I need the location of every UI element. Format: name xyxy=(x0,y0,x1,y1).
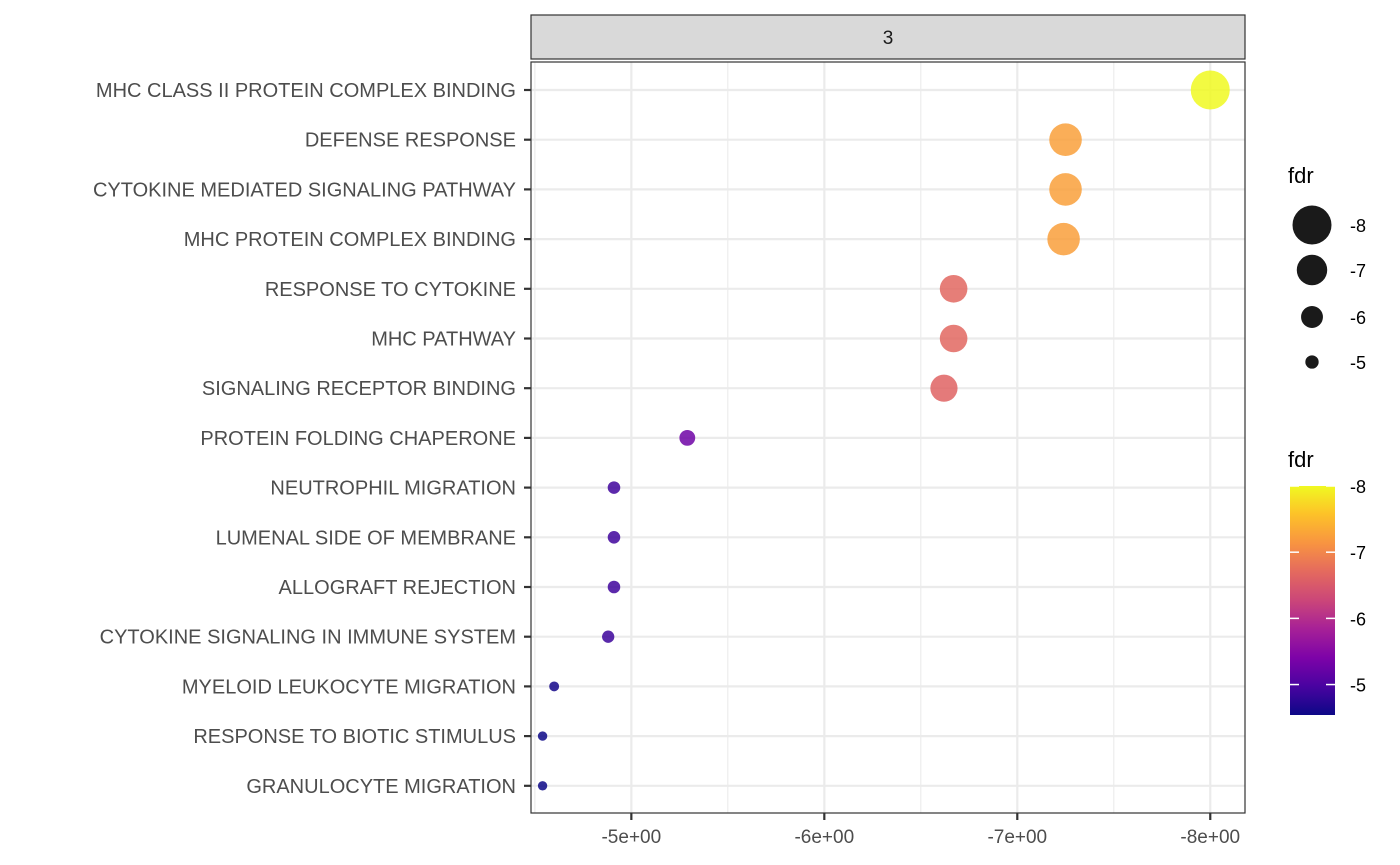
size-legend-label: -8 xyxy=(1350,216,1366,236)
color-legend-label: -5 xyxy=(1350,676,1366,696)
data-point xyxy=(939,324,968,353)
size-legend-key xyxy=(1301,306,1323,328)
size-legend-key xyxy=(1296,254,1328,286)
facet-strip xyxy=(530,14,1246,60)
data-point xyxy=(537,781,548,791)
x-axis: -5e+00 -6e+00 -7e+00 -8e+00 xyxy=(601,813,1240,848)
data-point xyxy=(1190,70,1230,110)
size-legend: fdr -8 -7 -6 -5 xyxy=(1288,163,1366,373)
y-tick-label: RESPONSE TO CYTOKINE xyxy=(265,279,516,301)
y-axis: MHC CLASS II PROTEIN COMPLEX BINDING DEFE… xyxy=(93,80,531,798)
data-point xyxy=(1049,123,1082,156)
size-legend-title: fdr xyxy=(1288,163,1314,188)
data-point xyxy=(549,681,560,692)
y-major-gridlines xyxy=(531,88,1245,787)
y-tick-label: CYTOKINE MEDIATED SIGNALING PATHWAY xyxy=(93,179,516,201)
y-tick-label: DEFENSE RESPONSE xyxy=(305,130,516,152)
data-point xyxy=(930,374,958,402)
color-legend-label: -7 xyxy=(1350,543,1366,563)
x-tick-label: -8e+00 xyxy=(1180,827,1240,848)
facet-strip-label: 3 xyxy=(883,28,894,49)
x-tick-label: -7e+00 xyxy=(987,827,1047,848)
size-legend-label: -5 xyxy=(1350,353,1366,373)
data-points xyxy=(537,70,1230,791)
y-tick-label: PROTEIN FOLDING CHAPERONE xyxy=(200,428,516,450)
data-point xyxy=(939,274,968,303)
y-tick-label: LUMENAL SIDE OF MEMBRANE xyxy=(216,527,516,549)
size-legend-label: -6 xyxy=(1350,308,1366,328)
data-point xyxy=(1047,222,1080,256)
color-bar xyxy=(1290,486,1335,715)
y-tick-label: RESPONSE TO BIOTIC STIMULUS xyxy=(193,726,516,748)
y-tick-label: MHC PATHWAY xyxy=(371,329,516,351)
data-point xyxy=(607,481,621,494)
data-point xyxy=(679,429,696,446)
y-tick-label: MYELOID LEUKOCYTE MIGRATION xyxy=(182,676,516,698)
color-legend-label: -6 xyxy=(1350,609,1366,629)
data-point xyxy=(607,580,621,594)
color-legend: fdr -8 -7 -6 -5 xyxy=(1288,447,1366,715)
size-legend-key xyxy=(1305,355,1319,369)
data-point xyxy=(607,531,621,544)
color-legend-label: -8 xyxy=(1350,477,1366,497)
y-tick-label: SIGNALING RECEPTOR BINDING xyxy=(202,378,516,400)
y-tick-label: MHC PROTEIN COMPLEX BINDING xyxy=(184,229,516,251)
x-tick-label: -5e+00 xyxy=(601,827,661,848)
x-tick-label: -6e+00 xyxy=(794,827,854,848)
y-tick-label: CYTOKINE SIGNALING IN IMMUNE SYSTEM xyxy=(100,627,516,649)
size-legend-key xyxy=(1292,205,1332,245)
data-point xyxy=(537,731,548,741)
y-tick-label: ALLOGRAFT REJECTION xyxy=(279,577,516,599)
data-point xyxy=(602,630,615,643)
y-tick-label: MHC CLASS II PROTEIN COMPLEX BINDING xyxy=(96,80,516,102)
y-tick-label: GRANULOCYTE MIGRATION xyxy=(246,776,516,798)
size-legend-label: -7 xyxy=(1350,261,1366,281)
y-tick-label: NEUTROPHIL MIGRATION xyxy=(270,478,516,500)
color-legend-title: fdr xyxy=(1288,447,1314,472)
data-point xyxy=(1049,173,1082,206)
